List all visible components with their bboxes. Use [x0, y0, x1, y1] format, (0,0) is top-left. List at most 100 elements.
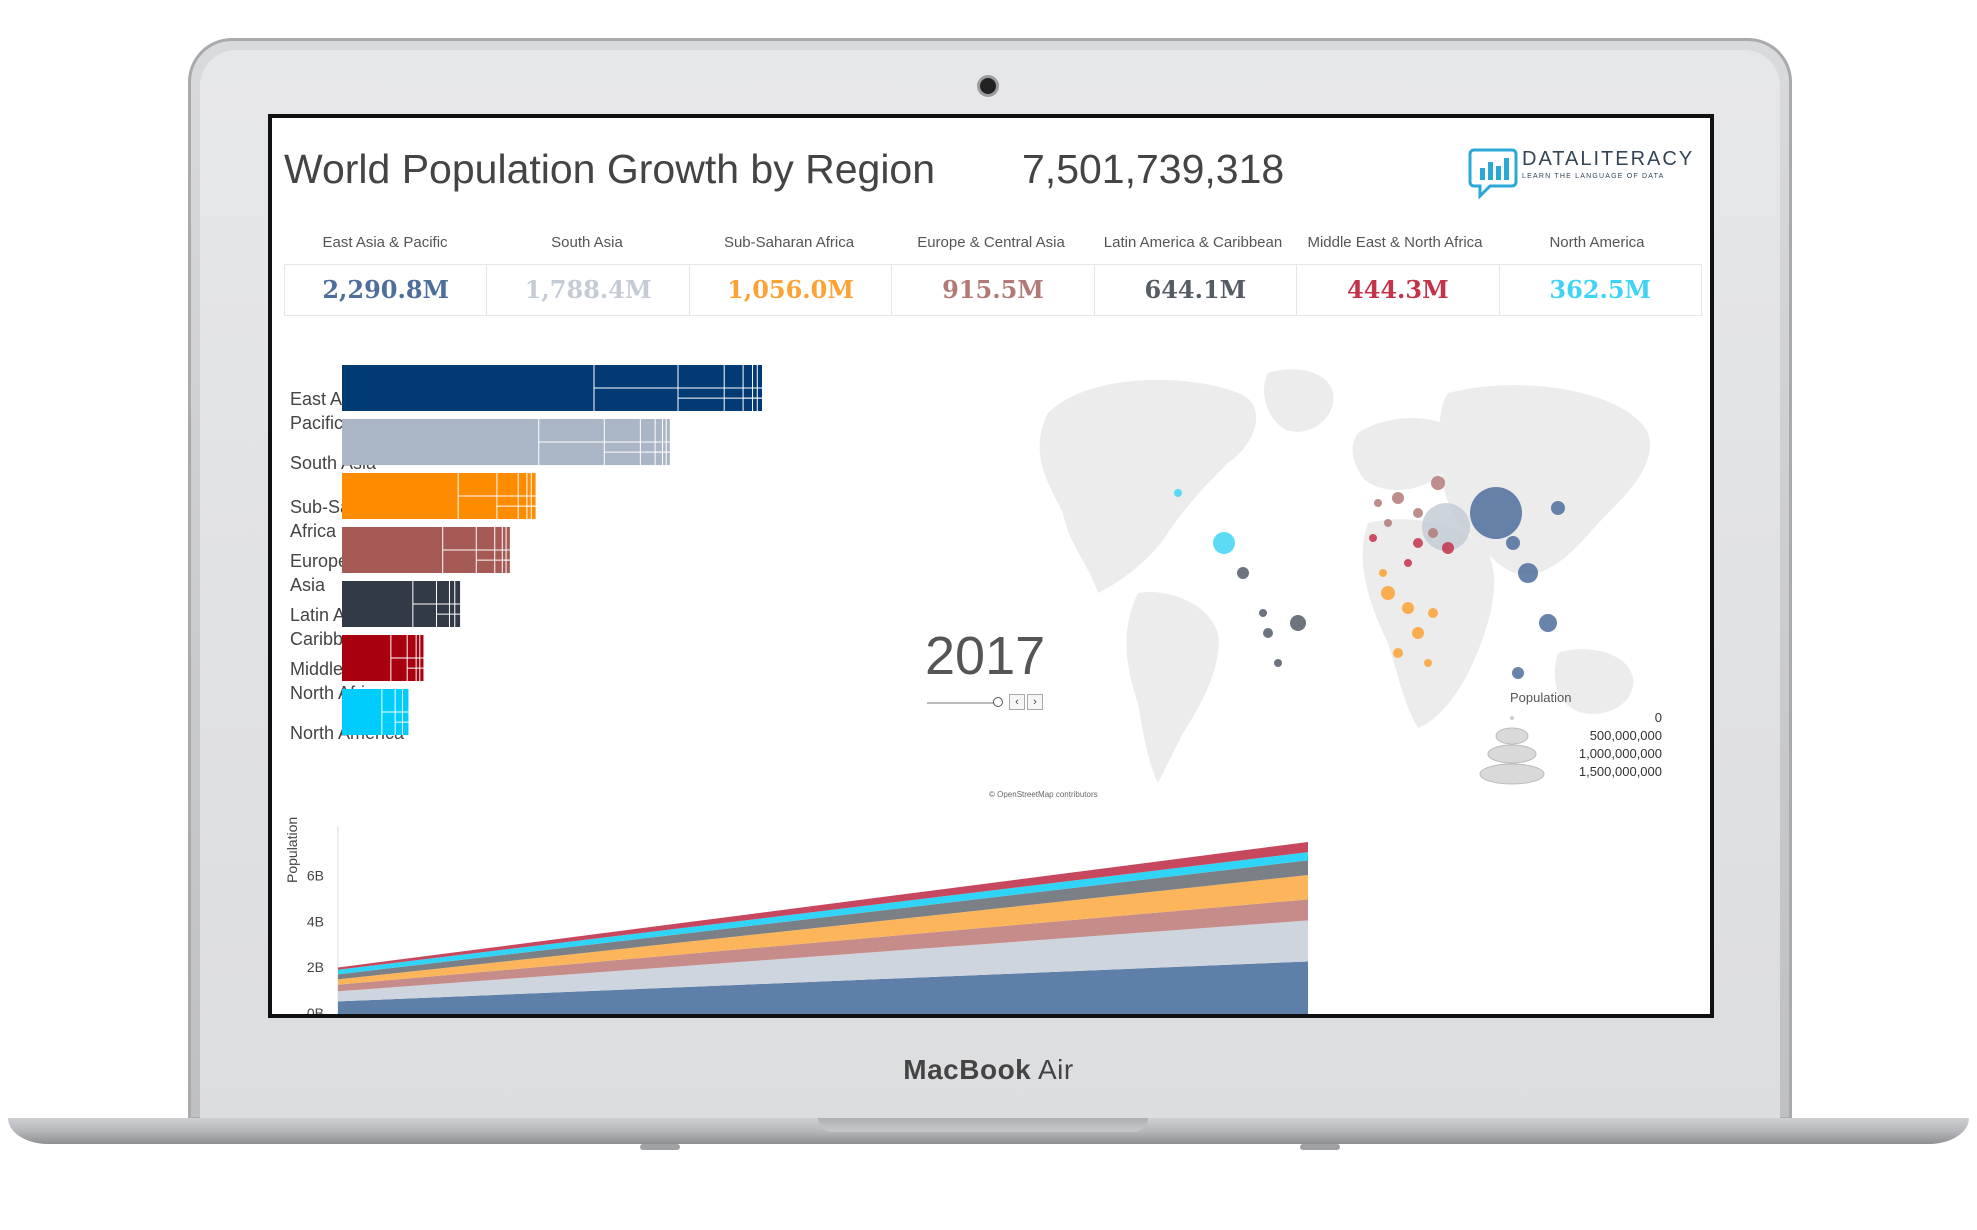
logo-icon: [1468, 148, 1518, 200]
area-series: [338, 852, 1308, 975]
legend-item: 0: [1654, 710, 1662, 725]
region-bar[interactable]: [342, 581, 461, 627]
laptop-foot: [1300, 1144, 1340, 1150]
population-bubble: [1431, 476, 1445, 490]
region-bar[interactable]: [342, 365, 762, 411]
legend-bubble: [1495, 727, 1529, 745]
population-bubble: [1404, 559, 1412, 567]
kpi-value[interactable]: 362.5M: [1549, 275, 1652, 304]
kpi-value[interactable]: 1,788.4M: [487, 265, 690, 315]
population-bubble: [1412, 627, 1424, 639]
kpi-label: Sub-Saharan Africa: [723, 234, 855, 251]
population-legend-symbols: [1479, 716, 1545, 785]
camera: [980, 78, 996, 94]
device-brand: MacBook Air: [903, 1054, 1074, 1085]
legend-item: 1,500,000,000: [1578, 764, 1662, 779]
kpi-label: Latin America & Caribbean: [1103, 234, 1283, 251]
next-year-button[interactable]: ›: [1027, 694, 1043, 710]
population-bubble: [1424, 659, 1432, 667]
laptop-foot: [640, 1144, 680, 1150]
legend-bubble: [1510, 716, 1514, 720]
region-bar[interactable]: [342, 419, 670, 465]
world-map[interactable]: [968, 333, 1658, 813]
population-bubble: [1290, 615, 1306, 631]
population-legend-title: Population: [1510, 690, 1572, 705]
kpi-label: East Asia & Pacific: [322, 234, 448, 251]
region-bar-chart: East Asia & Pacific South Asia Sub-Sahar…: [272, 333, 972, 813]
population-bubble: [1428, 608, 1438, 618]
population-bubble: [1413, 508, 1423, 518]
area-series: [338, 899, 1308, 992]
population-bubble: [1174, 489, 1182, 497]
area-series: [338, 875, 1308, 985]
kpi-value[interactable]: 644.1M: [1095, 265, 1298, 315]
world-map-canvas: [1039, 369, 1650, 783]
kpi-label: Europe & Central Asia: [917, 234, 1065, 251]
legend-item: 1,000,000,000: [1578, 746, 1662, 761]
kpi-label: South Asia: [551, 234, 623, 251]
dataliteracy-logo[interactable]: DATALITERACY LEARN THE LANGUAGE OF DATA: [1468, 142, 1698, 202]
dashboard: World Population Growth by Region 7,501,…: [272, 118, 1710, 1014]
population-bubble: [1384, 519, 1392, 527]
area-series: [338, 920, 1308, 1002]
kpi-label: North America: [1549, 234, 1645, 251]
population-bubble: [1539, 614, 1557, 632]
population-bubble: [1506, 536, 1520, 550]
logo-word: DATALITERACY: [1522, 148, 1695, 170]
population-bubble: [1263, 628, 1273, 638]
population-bubbles: [1174, 476, 1565, 679]
kpi-value[interactable]: 1,056.0M: [690, 265, 893, 315]
kpi-labels: East Asia & Pacific South Asia Sub-Sahar…: [284, 234, 1700, 251]
map-attribution: © OpenStreetMap contributors: [989, 790, 1098, 799]
map-land: [1039, 369, 1650, 783]
population-bubble: [1470, 487, 1522, 539]
kpi-value[interactable]: 444.3M: [1297, 265, 1500, 315]
year-slider[interactable]: ‹ ›: [927, 694, 1057, 714]
y-tick-label: 4B: [307, 913, 324, 929]
population-bubble: [1413, 538, 1423, 548]
prev-year-button[interactable]: ‹: [1009, 694, 1025, 710]
population-bubble: [1369, 534, 1377, 542]
population-bubble: [1213, 532, 1235, 554]
population-area-chart: 0B 2B 4B 6B: [307, 826, 1308, 1014]
kpi-values: 2,290.8M 1,788.4M 1,056.0M 915.5M 644.1M…: [284, 264, 1702, 316]
population-bubble: [1422, 503, 1470, 551]
population-bubble: [1442, 542, 1454, 554]
y-tick-label: 2B: [307, 959, 324, 975]
population-bubble: [1392, 492, 1404, 504]
region-bar[interactable]: [342, 473, 536, 519]
laptop-notch: [818, 1118, 1148, 1132]
page-title: World Population Growth by Region: [284, 146, 936, 192]
population-bubble: [1428, 528, 1438, 538]
region-bar[interactable]: [342, 527, 510, 573]
area-series: [338, 842, 1308, 970]
area-series: [338, 961, 1308, 1014]
legend-bubble: [1479, 763, 1545, 785]
population-bubble: [1381, 586, 1395, 600]
population-bubble: [1393, 648, 1403, 658]
y-tick-label: 6B: [307, 867, 324, 883]
population-bubble: [1259, 609, 1267, 617]
kpi-value[interactable]: 915.5M: [892, 265, 1095, 315]
population-bubble: [1512, 667, 1524, 679]
population-bubble: [1237, 567, 1249, 579]
population-bubble: [1551, 501, 1565, 515]
region-bar[interactable]: [342, 635, 424, 681]
y-tick-label: 0B: [307, 1005, 324, 1014]
population-bubble: [1274, 659, 1282, 667]
kpi-label: Middle East & North Africa: [1307, 234, 1483, 251]
kpi-value[interactable]: 2,290.8M: [285, 265, 488, 315]
area-series: [338, 860, 1308, 980]
logo-tagline: LEARN THE LANGUAGE OF DATA: [1522, 173, 1665, 180]
total-population: 7,501,739,318: [1022, 146, 1285, 192]
region-bar[interactable]: [342, 689, 409, 735]
population-bubble: [1379, 569, 1387, 577]
legend-item: 500,000,000: [1589, 728, 1662, 743]
population-bubble: [1374, 499, 1382, 507]
slider-handle[interactable]: [993, 697, 1003, 707]
year-label: 2017: [925, 626, 1046, 686]
bar-plot: [342, 365, 762, 735]
population-bubble: [1402, 602, 1414, 614]
legend-bubble: [1487, 744, 1537, 764]
slider-track[interactable]: [927, 702, 997, 704]
